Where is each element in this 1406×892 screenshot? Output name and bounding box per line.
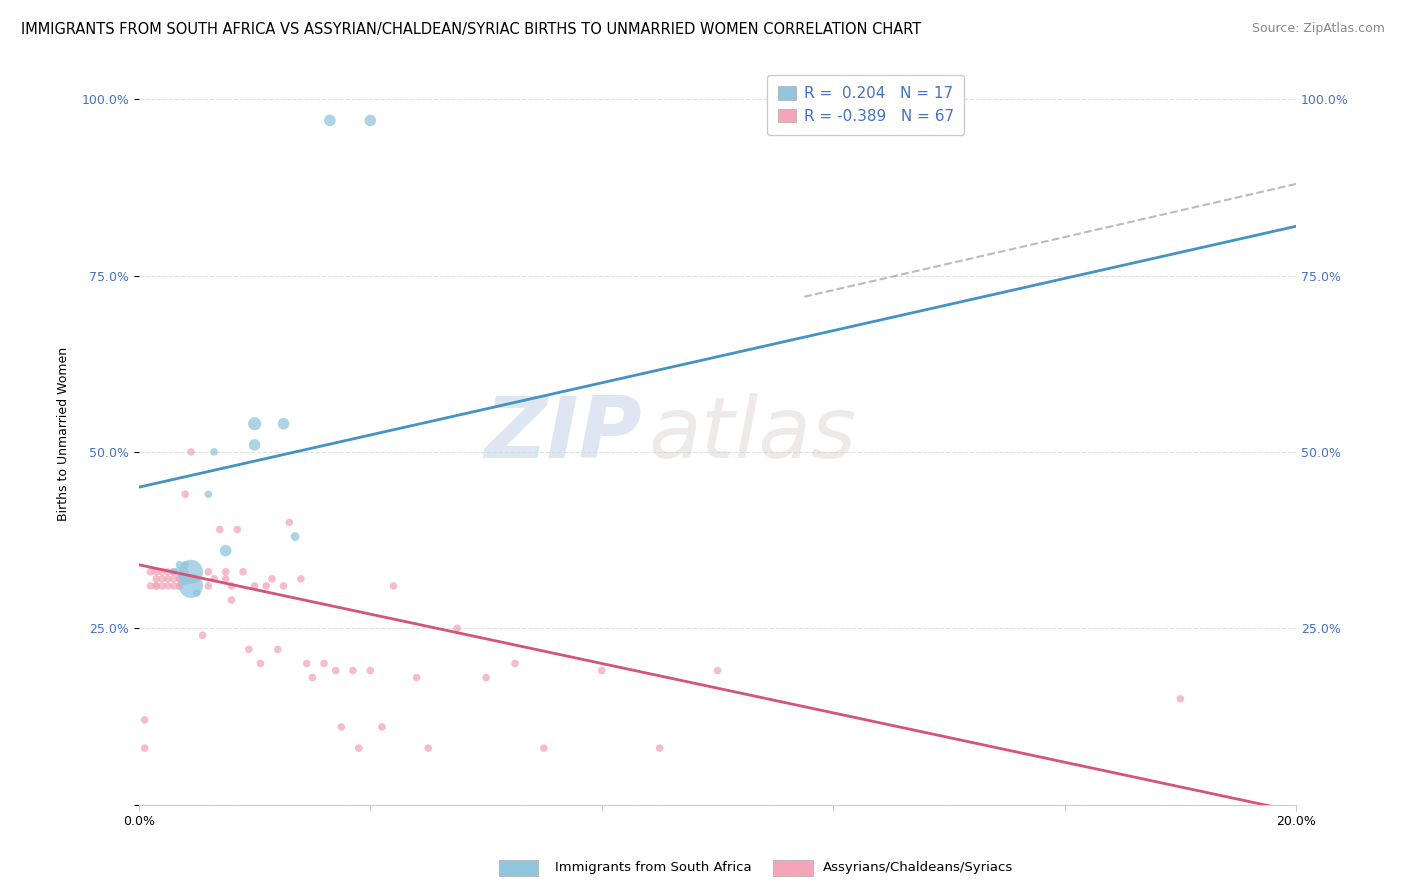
- Point: [330, 720, 353, 734]
- Point: [156, 579, 179, 593]
- Point: [273, 417, 295, 431]
- Point: [591, 664, 613, 678]
- Point: [180, 565, 202, 579]
- Point: [145, 565, 167, 579]
- Point: [284, 530, 307, 544]
- Point: [706, 664, 728, 678]
- Point: [145, 579, 167, 593]
- Point: [347, 741, 370, 756]
- Point: [325, 664, 347, 678]
- Point: [503, 657, 526, 671]
- Point: [150, 572, 173, 586]
- Point: [533, 741, 555, 756]
- Point: [150, 579, 173, 593]
- Point: [169, 579, 191, 593]
- Point: [405, 671, 427, 685]
- Text: IMMIGRANTS FROM SOUTH AFRICA VS ASSYRIAN/CHALDEAN/SYRIAC BIRTHS TO UNMARRIED WOM: IMMIGRANTS FROM SOUTH AFRICA VS ASSYRIAN…: [21, 22, 921, 37]
- Point: [180, 579, 202, 593]
- Point: [150, 565, 173, 579]
- Point: [169, 572, 191, 586]
- Point: [169, 572, 191, 586]
- Point: [197, 579, 219, 593]
- Point: [162, 565, 184, 579]
- Point: [191, 628, 214, 642]
- Point: [312, 657, 335, 671]
- Point: [319, 113, 342, 128]
- Point: [156, 565, 179, 579]
- Point: [475, 671, 498, 685]
- Point: [139, 579, 162, 593]
- Point: [162, 572, 184, 586]
- Point: [186, 572, 208, 586]
- Point: [273, 579, 295, 593]
- Point: [254, 579, 277, 593]
- Point: [202, 572, 225, 586]
- Point: [134, 741, 156, 756]
- Point: [371, 720, 394, 734]
- Point: [648, 741, 671, 756]
- Point: [238, 642, 260, 657]
- Y-axis label: Births to Unmarried Women: Births to Unmarried Women: [58, 347, 70, 521]
- Point: [267, 642, 290, 657]
- Text: Assyrians/Chaldeans/Syriacs: Assyrians/Chaldeans/Syriacs: [823, 861, 1012, 873]
- Point: [1170, 691, 1192, 706]
- Point: [382, 579, 405, 593]
- Text: Source: ZipAtlas.com: Source: ZipAtlas.com: [1251, 22, 1385, 36]
- Point: [221, 593, 243, 607]
- Point: [174, 565, 197, 579]
- Point: [301, 671, 323, 685]
- Point: [295, 657, 318, 671]
- Point: [162, 579, 184, 593]
- Point: [169, 565, 191, 579]
- Point: [174, 558, 197, 572]
- Point: [169, 579, 191, 593]
- Point: [342, 664, 364, 678]
- Point: [249, 657, 271, 671]
- Point: [290, 572, 312, 586]
- Point: [243, 417, 266, 431]
- Point: [169, 558, 191, 572]
- Point: [145, 579, 167, 593]
- Text: Immigrants from South Africa: Immigrants from South Africa: [555, 861, 752, 873]
- Point: [139, 565, 162, 579]
- Point: [215, 543, 238, 558]
- Point: [202, 445, 225, 459]
- Point: [180, 572, 202, 586]
- Point: [359, 664, 381, 678]
- Point: [446, 621, 468, 635]
- Point: [174, 572, 197, 586]
- Point: [243, 579, 266, 593]
- Point: [174, 487, 197, 501]
- Point: [215, 572, 238, 586]
- Point: [145, 572, 167, 586]
- Point: [260, 572, 283, 586]
- Point: [208, 523, 231, 537]
- Text: ZIP: ZIP: [485, 392, 643, 475]
- Point: [359, 113, 381, 128]
- Text: atlas: atlas: [648, 392, 856, 475]
- Point: [174, 572, 197, 586]
- Legend: R =  0.204   N = 17, R = -0.389   N = 67: R = 0.204 N = 17, R = -0.389 N = 67: [766, 76, 965, 135]
- Point: [232, 565, 254, 579]
- Point: [186, 586, 208, 600]
- Point: [226, 523, 249, 537]
- Point: [243, 438, 266, 452]
- Point: [278, 516, 301, 530]
- Point: [197, 565, 219, 579]
- Point: [180, 445, 202, 459]
- Point: [221, 579, 243, 593]
- Point: [156, 572, 179, 586]
- Point: [134, 713, 156, 727]
- Point: [215, 565, 238, 579]
- Point: [197, 487, 219, 501]
- Point: [162, 565, 184, 579]
- Point: [418, 741, 440, 756]
